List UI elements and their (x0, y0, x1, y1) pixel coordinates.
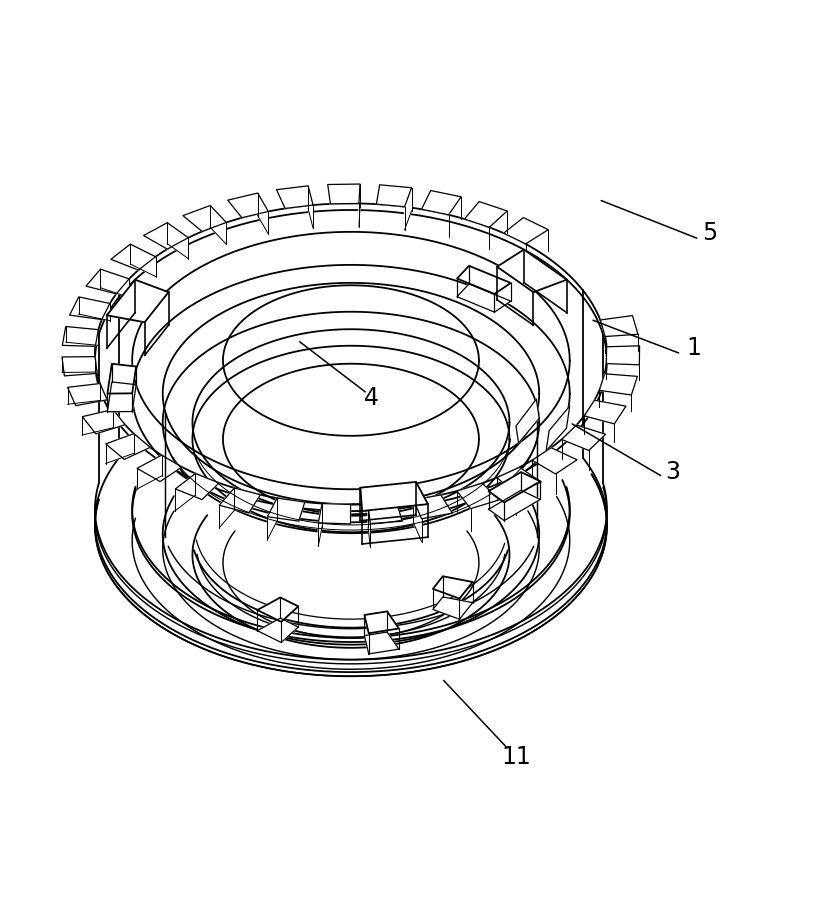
Polygon shape (107, 280, 168, 322)
Polygon shape (497, 250, 567, 292)
Polygon shape (175, 474, 219, 499)
Polygon shape (504, 218, 548, 244)
Polygon shape (308, 186, 313, 228)
Polygon shape (585, 400, 626, 424)
Polygon shape (95, 210, 607, 511)
Polygon shape (516, 399, 540, 443)
Polygon shape (132, 371, 570, 522)
Polygon shape (68, 384, 100, 404)
Polygon shape (433, 577, 473, 599)
Polygon shape (106, 434, 133, 464)
Text: 3: 3 (666, 460, 681, 484)
Polygon shape (364, 611, 399, 633)
Polygon shape (600, 315, 638, 336)
Text: 5: 5 (702, 220, 718, 244)
Polygon shape (319, 504, 322, 546)
Polygon shape (268, 498, 304, 521)
Polygon shape (130, 244, 155, 277)
Polygon shape (143, 222, 188, 249)
Polygon shape (489, 472, 540, 503)
Polygon shape (258, 598, 299, 622)
Polygon shape (268, 498, 277, 539)
Polygon shape (433, 597, 473, 619)
Polygon shape (132, 231, 570, 489)
Polygon shape (457, 266, 510, 294)
Polygon shape (68, 384, 107, 405)
Polygon shape (66, 326, 98, 345)
Polygon shape (364, 632, 399, 654)
Polygon shape (193, 400, 510, 648)
Polygon shape (404, 188, 411, 230)
Polygon shape (606, 346, 640, 364)
Polygon shape (137, 456, 182, 482)
Polygon shape (168, 222, 188, 259)
Polygon shape (62, 190, 640, 530)
Polygon shape (163, 384, 540, 645)
Text: 4: 4 (364, 385, 379, 410)
Polygon shape (86, 269, 129, 294)
Polygon shape (83, 409, 113, 435)
Polygon shape (108, 382, 136, 412)
Polygon shape (319, 504, 350, 524)
Polygon shape (175, 474, 195, 511)
Polygon shape (277, 186, 313, 209)
Polygon shape (258, 193, 269, 234)
Polygon shape (489, 490, 540, 520)
Polygon shape (78, 297, 110, 321)
Polygon shape (108, 363, 136, 394)
Text: 1: 1 (686, 336, 701, 360)
Polygon shape (193, 267, 510, 454)
Polygon shape (63, 326, 98, 346)
Polygon shape (360, 482, 428, 511)
Polygon shape (111, 244, 155, 271)
Polygon shape (457, 284, 510, 312)
Polygon shape (210, 206, 226, 244)
Polygon shape (106, 434, 150, 459)
Polygon shape (228, 193, 269, 218)
Polygon shape (376, 185, 411, 207)
Polygon shape (328, 184, 360, 204)
Polygon shape (359, 184, 360, 227)
Polygon shape (368, 504, 370, 547)
Polygon shape (465, 201, 507, 227)
Polygon shape (258, 618, 299, 642)
Polygon shape (95, 291, 607, 672)
Polygon shape (83, 409, 125, 434)
Polygon shape (163, 250, 540, 471)
Polygon shape (561, 425, 605, 450)
Polygon shape (546, 406, 570, 451)
Polygon shape (457, 483, 500, 508)
Polygon shape (95, 334, 607, 660)
Text: 11: 11 (501, 745, 531, 769)
Polygon shape (95, 210, 607, 511)
Polygon shape (62, 356, 95, 373)
Polygon shape (497, 467, 541, 494)
Polygon shape (69, 297, 110, 320)
Polygon shape (368, 502, 402, 524)
Polygon shape (532, 447, 577, 474)
Polygon shape (421, 190, 461, 215)
Polygon shape (183, 206, 226, 231)
Polygon shape (600, 374, 637, 395)
Polygon shape (414, 495, 452, 518)
Polygon shape (137, 456, 162, 489)
Polygon shape (219, 488, 260, 513)
Polygon shape (62, 356, 97, 376)
Polygon shape (100, 269, 129, 297)
Polygon shape (132, 360, 570, 642)
Polygon shape (414, 500, 421, 541)
Polygon shape (219, 488, 234, 527)
Polygon shape (132, 338, 570, 638)
